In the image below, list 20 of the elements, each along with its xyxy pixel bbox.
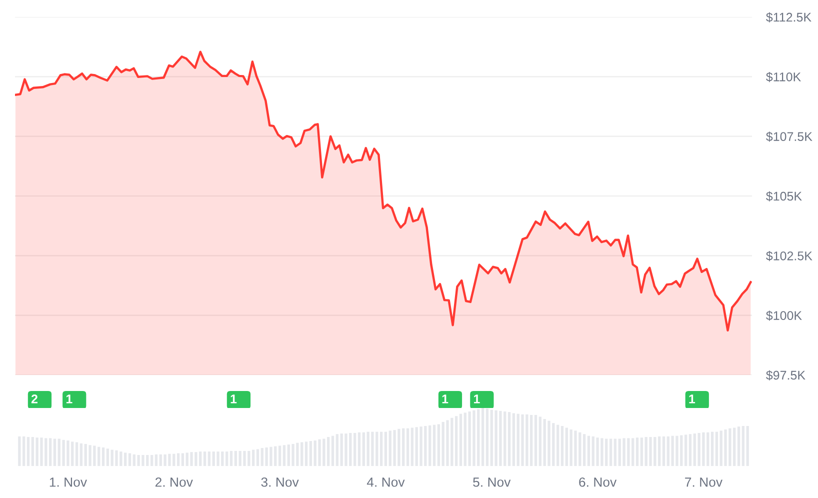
- text: 1: [442, 394, 448, 404]
- x-tick-label: 3. Nov: [261, 477, 299, 487]
- y-tick-label: $107.5K: [766, 132, 812, 142]
- text: 1: [66, 394, 72, 404]
- x-tick-label: 2. Nov: [155, 477, 193, 487]
- y-tick-label: $97.5K: [766, 370, 806, 380]
- text: 2: [31, 394, 38, 404]
- text: 1: [230, 394, 237, 404]
- y-tick-label: $102.5K: [766, 250, 812, 262]
- x-tick-label: 1. Nov: [50, 478, 87, 487]
- x-tick-label: 4. Nov: [366, 478, 405, 487]
- text: 1: [474, 394, 480, 404]
- y-tick-label: $100K: [766, 310, 802, 321]
- y-tick-label: $112.5K: [766, 12, 812, 22]
- text: 1: [689, 394, 696, 404]
- y-tick-label: $105K: [766, 191, 802, 202]
- y-tick-label: $110K: [766, 72, 801, 82]
- x-tick-label: 5. Nov: [473, 478, 511, 487]
- x-tick-label: 7. Nov: [685, 478, 722, 487]
- x-tick-label: 6. Nov: [579, 477, 617, 487]
